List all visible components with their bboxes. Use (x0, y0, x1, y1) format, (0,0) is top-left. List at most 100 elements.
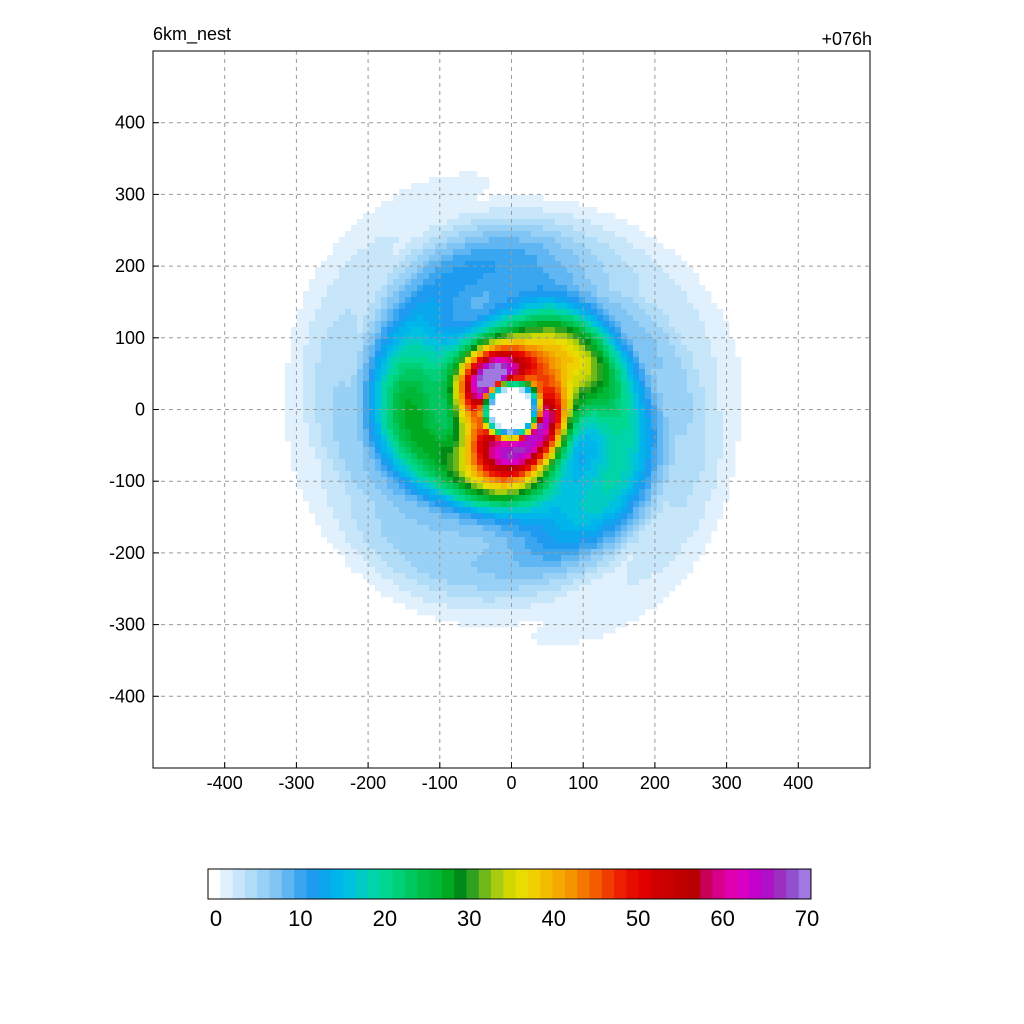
field-cell (717, 363, 724, 370)
field-cell (621, 303, 628, 310)
field-cell (465, 327, 472, 334)
field-cell (453, 603, 460, 610)
field-cell (549, 417, 556, 424)
field-cell (297, 471, 304, 478)
field-cell (567, 309, 574, 316)
field-cell (645, 249, 652, 256)
field-cell (573, 273, 580, 280)
field-cell (657, 531, 664, 538)
field-cell (687, 381, 694, 388)
field-cell (435, 459, 442, 466)
field-cell (573, 495, 580, 502)
field-cell (417, 315, 424, 322)
field-cell (711, 465, 718, 472)
field-cell (345, 387, 352, 394)
field-cell (549, 273, 556, 280)
field-cell (465, 483, 472, 490)
field-cell (357, 309, 364, 316)
field-cell (453, 363, 460, 370)
field-cell (615, 471, 622, 478)
field-cell (501, 477, 508, 484)
field-cell (321, 339, 328, 346)
field-cell (345, 363, 352, 370)
field-cell (417, 231, 424, 238)
field-cell (393, 555, 400, 562)
field-cell (351, 519, 358, 526)
field-cell (657, 471, 664, 478)
field-cell (681, 303, 688, 310)
field-cell (579, 273, 586, 280)
field-cell (573, 363, 580, 370)
field-cell (393, 303, 400, 310)
field-cell (375, 567, 382, 574)
field-cell (423, 483, 430, 490)
field-cell (405, 309, 412, 316)
field-cell (489, 345, 496, 352)
field-cell (345, 531, 352, 538)
field-cell (447, 189, 454, 196)
field-cell (591, 345, 598, 352)
field-cell (561, 489, 568, 496)
field-cell (573, 267, 580, 274)
field-cell (345, 513, 352, 520)
field-cell (519, 237, 526, 244)
field-cell (363, 273, 370, 280)
field-cell (483, 231, 490, 238)
field-cell (549, 585, 556, 592)
field-cell (591, 237, 598, 244)
field-cell (519, 243, 526, 250)
field-cell (441, 615, 448, 622)
field-cell (519, 261, 526, 268)
field-cell (471, 225, 478, 232)
field-cell (441, 351, 448, 358)
field-cell (651, 237, 658, 244)
field-cell (537, 609, 544, 616)
field-cell (561, 315, 568, 322)
field-cell (465, 495, 472, 502)
field-cell (555, 483, 562, 490)
field-cell (633, 525, 640, 532)
field-cell (567, 225, 574, 232)
field-cell (633, 339, 640, 346)
field-cell (447, 261, 454, 268)
field-cell (351, 249, 358, 256)
field-cell (681, 381, 688, 388)
field-cell (495, 369, 502, 376)
field-cell (597, 423, 604, 430)
field-cell (327, 459, 334, 466)
field-cell (567, 411, 574, 418)
field-cell (579, 429, 586, 436)
field-cell (303, 459, 310, 466)
field-cell (633, 291, 640, 298)
field-cell (537, 495, 544, 502)
field-cell (477, 285, 484, 292)
field-cell (555, 387, 562, 394)
field-cell (543, 291, 550, 298)
field-cell (453, 543, 460, 550)
field-cell (627, 477, 634, 484)
field-cell (705, 507, 712, 514)
field-cell (657, 405, 664, 412)
field-cell (435, 177, 442, 184)
field-cell (393, 405, 400, 412)
field-cell (621, 309, 628, 316)
field-cell (573, 411, 580, 418)
field-cell (573, 465, 580, 472)
field-cell (693, 273, 700, 280)
field-cell (645, 237, 652, 244)
field-cell (297, 393, 304, 400)
field-cell (705, 423, 712, 430)
field-cell (447, 297, 454, 304)
field-cell (405, 549, 412, 556)
field-cell (567, 639, 574, 646)
field-cell (357, 351, 364, 358)
field-cell (417, 351, 424, 358)
field-cell (627, 363, 634, 370)
field-cell (435, 363, 442, 370)
field-cell (699, 285, 706, 292)
field-cell (543, 441, 550, 448)
field-cell (375, 579, 382, 586)
field-cell (429, 243, 436, 250)
field-cell (459, 423, 466, 430)
field-cell (417, 441, 424, 448)
